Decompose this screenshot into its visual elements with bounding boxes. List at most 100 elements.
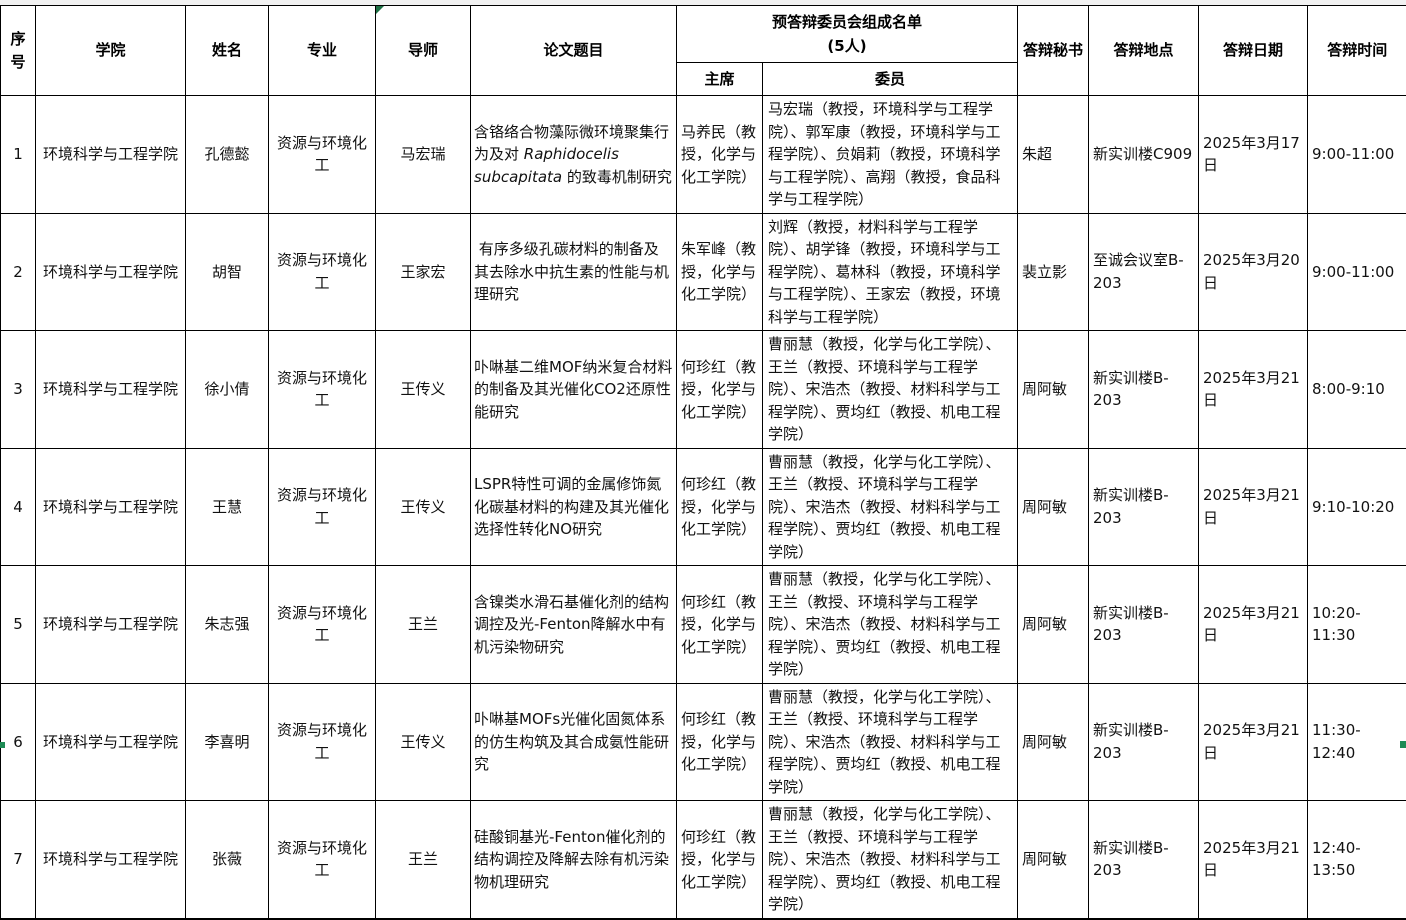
cell-chair[interactable]: 何珍红（教授，化学与化工学院）: [677, 331, 763, 449]
cell-chair[interactable]: 何珍红（教授，化学与化工学院）: [677, 448, 763, 566]
cell-secretary[interactable]: 周阿敏: [1018, 683, 1089, 801]
cell-index[interactable]: 6: [1, 683, 36, 801]
cell-index[interactable]: 5: [1, 566, 36, 684]
cell-index[interactable]: 7: [1, 801, 36, 919]
cell-advisor[interactable]: 王传义: [376, 683, 471, 801]
cell-advisor[interactable]: 王兰: [376, 801, 471, 919]
committee-header-line2: (5人): [680, 34, 1014, 58]
selection-handle-bottom-left[interactable]: [0, 742, 5, 748]
header-col-chair[interactable]: 主席: [677, 63, 763, 96]
cell-college[interactable]: 环境科学与工程学院: [36, 566, 186, 684]
cell-advisor[interactable]: 王传义: [376, 448, 471, 566]
cell-advisor[interactable]: 王传义: [376, 331, 471, 449]
cell-time[interactable]: 10:20-11:30: [1308, 566, 1406, 684]
cell-name[interactable]: 李喜明: [186, 683, 269, 801]
header-col-index[interactable]: 序号: [1, 6, 36, 96]
cell-college[interactable]: 环境科学与工程学院: [36, 213, 186, 331]
cell-time[interactable]: 11:30-12:40: [1308, 683, 1406, 801]
cell-members[interactable]: 曹丽慧（教授，化学与化工学院）、王兰（教授、环境科学与工程学院）、宋浩杰（教授、…: [763, 448, 1018, 566]
cell-college[interactable]: 环境科学与工程学院: [36, 448, 186, 566]
header-col-location[interactable]: 答辩地点: [1089, 6, 1199, 96]
cell-thesis[interactable]: 含铬络合物藻际微环境聚集行为及对 Raphidocelis subcapitat…: [471, 96, 677, 214]
cell-college[interactable]: 环境科学与工程学院: [36, 96, 186, 214]
cell-time[interactable]: 9:00-11:00: [1308, 213, 1406, 331]
cell-date[interactable]: 2025年3月21日: [1199, 683, 1308, 801]
header-col-college[interactable]: 学院: [36, 6, 186, 96]
cell-time[interactable]: 9:10-10:20: [1308, 448, 1406, 566]
cell-college[interactable]: 环境科学与工程学院: [36, 683, 186, 801]
cell-date[interactable]: 2025年3月20日: [1199, 213, 1308, 331]
cell-major[interactable]: 资源与环境化工: [269, 96, 376, 214]
cell-major[interactable]: 资源与环境化工: [269, 566, 376, 684]
cell-major[interactable]: 资源与环境化工: [269, 683, 376, 801]
cell-thesis[interactable]: LSPR特性可调的金属修饰氮化碳基材料的构建及其光催化选择性转化NO研究: [471, 448, 677, 566]
cell-secretary[interactable]: 裴立影: [1018, 213, 1089, 331]
cell-major[interactable]: 资源与环境化工: [269, 331, 376, 449]
cell-advisor[interactable]: 马宏瑞: [376, 96, 471, 214]
cell-members[interactable]: 马宏瑞（教授，环境科学与工程学院）、郭军康（教授，环境科学与工程学院）、贠娟莉（…: [763, 96, 1018, 214]
cell-members[interactable]: 曹丽慧（教授，化学与化工学院）、王兰（教授、环境科学与工程学院）、宋浩杰（教授、…: [763, 801, 1018, 919]
cell-name[interactable]: 张薇: [186, 801, 269, 919]
cell-index[interactable]: 4: [1, 448, 36, 566]
cell-location[interactable]: 新实训楼B-203: [1089, 683, 1199, 801]
selection-fill-handle[interactable]: [1400, 741, 1406, 748]
cell-name[interactable]: 王慧: [186, 448, 269, 566]
cell-location[interactable]: 新实训楼C909: [1089, 96, 1199, 214]
cell-chair[interactable]: 马养民（教授，化学与化工学院）: [677, 96, 763, 214]
cell-name[interactable]: 徐小倩: [186, 331, 269, 449]
cell-date[interactable]: 2025年3月21日: [1199, 566, 1308, 684]
header-col-members[interactable]: 委员: [763, 63, 1018, 96]
cell-college[interactable]: 环境科学与工程学院: [36, 801, 186, 919]
cell-date[interactable]: 2025年3月21日: [1199, 801, 1308, 919]
header-col-advisor[interactable]: 导师: [376, 6, 471, 96]
cell-location[interactable]: 新实训楼B-203: [1089, 801, 1199, 919]
cell-advisor[interactable]: 王兰: [376, 566, 471, 684]
cell-members[interactable]: 曹丽慧（教授，化学与化工学院）、王兰（教授、环境科学与工程学院）、宋浩杰（教授、…: [763, 566, 1018, 684]
cell-major[interactable]: 资源与环境化工: [269, 213, 376, 331]
header-col-time[interactable]: 答辩时间: [1308, 6, 1406, 96]
cell-thesis[interactable]: 有序多级孔碳材料的制备及其去除水中抗生素的性能与机理研究: [471, 213, 677, 331]
cell-college[interactable]: 环境科学与工程学院: [36, 331, 186, 449]
cell-advisor[interactable]: 王家宏: [376, 213, 471, 331]
cell-location[interactable]: 新实训楼B-203: [1089, 448, 1199, 566]
cell-thesis[interactable]: 硅酸铜基光-Fenton催化剂的结构调控及降解去除有机污染物机理研究: [471, 801, 677, 919]
header-col-committee[interactable]: 预答辩委员会组成名单 (5人): [677, 6, 1018, 63]
header-col-secretary[interactable]: 答辩秘书: [1018, 6, 1089, 96]
cell-members[interactable]: 曹丽慧（教授，化学与化工学院）、王兰（教授、环境科学与工程学院）、宋浩杰（教授、…: [763, 683, 1018, 801]
cell-date[interactable]: 2025年3月21日: [1199, 331, 1308, 449]
cell-name[interactable]: 孔德懿: [186, 96, 269, 214]
cell-name[interactable]: 胡智: [186, 213, 269, 331]
cell-index[interactable]: 2: [1, 213, 36, 331]
header-col-thesis[interactable]: 论文题目: [471, 6, 677, 96]
cell-secretary[interactable]: 朱超: [1018, 96, 1089, 214]
cell-secretary[interactable]: 周阿敏: [1018, 331, 1089, 449]
cell-members[interactable]: 曹丽慧（教授，化学与化工学院）、王兰（教授、环境科学与工程学院）、宋浩杰（教授、…: [763, 331, 1018, 449]
cell-time[interactable]: 8:00-9:10: [1308, 331, 1406, 449]
cell-chair[interactable]: 何珍红（教授，化学与化工学院）: [677, 566, 763, 684]
cell-location[interactable]: 至诚会议室B-203: [1089, 213, 1199, 331]
cell-thesis[interactable]: 含镍类水滑石基催化剂的结构调控及光-Fenton降解水中有机污染物研究: [471, 566, 677, 684]
cell-index[interactable]: 3: [1, 331, 36, 449]
cell-date[interactable]: 2025年3月21日: [1199, 448, 1308, 566]
cell-secretary[interactable]: 周阿敏: [1018, 448, 1089, 566]
cell-chair[interactable]: 何珍红（教授，化学与化工学院）: [677, 683, 763, 801]
header-col-date[interactable]: 答辩日期: [1199, 6, 1308, 96]
cell-location[interactable]: 新实训楼B-203: [1089, 566, 1199, 684]
cell-date[interactable]: 2025年3月17日: [1199, 96, 1308, 214]
cell-chair[interactable]: 何珍红（教授，化学与化工学院）: [677, 801, 763, 919]
header-col-name[interactable]: 姓名: [186, 6, 269, 96]
cell-thesis[interactable]: 卟啉基二维MOF纳米复合材料的制备及其光催化CO2还原性能研究: [471, 331, 677, 449]
cell-major[interactable]: 资源与环境化工: [269, 801, 376, 919]
header-col-major[interactable]: 专业: [269, 6, 376, 96]
cell-secretary[interactable]: 周阿敏: [1018, 801, 1089, 919]
cell-chair[interactable]: 朱军峰（教授，化学与化工学院）: [677, 213, 763, 331]
cell-time[interactable]: 9:00-11:00: [1308, 96, 1406, 214]
cell-index[interactable]: 1: [1, 96, 36, 214]
cell-name[interactable]: 朱志强: [186, 566, 269, 684]
cell-secretary[interactable]: 周阿敏: [1018, 566, 1089, 684]
cell-thesis[interactable]: 卟啉基MOFs光催化固氮体系的仿生构筑及其合成氨性能研究: [471, 683, 677, 801]
cell-time[interactable]: 12:40-13:50: [1308, 801, 1406, 919]
cell-major[interactable]: 资源与环境化工: [269, 448, 376, 566]
cell-members[interactable]: 刘辉（教授，材料科学与工程学院）、胡学锋（教授，环境科学与工程学院）、葛林科（教…: [763, 213, 1018, 331]
cell-location[interactable]: 新实训楼B-203: [1089, 331, 1199, 449]
